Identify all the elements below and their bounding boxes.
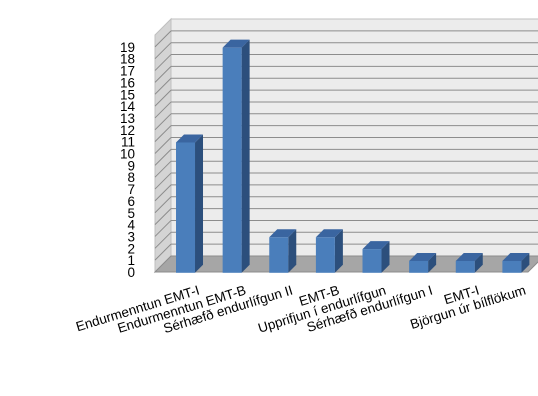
y-tick-label: 5 <box>127 206 135 221</box>
gridline-side <box>154 66 172 83</box>
bar <box>176 134 204 273</box>
bar-front <box>362 249 382 273</box>
chart-walls <box>153 17 538 274</box>
gridline-side <box>154 125 172 143</box>
y-tick-label: 9 <box>127 158 135 173</box>
gridline-side <box>154 220 172 237</box>
y-tick-label: 17 <box>120 64 135 79</box>
y-tick-label: 0 <box>127 265 135 280</box>
gridline-side <box>154 101 172 119</box>
gridline-side <box>154 148 172 166</box>
bar-top <box>222 39 250 48</box>
y-tick-label: 8 <box>127 170 135 185</box>
gridline-side <box>154 42 172 60</box>
y-tick-label: 15 <box>120 87 135 102</box>
bar-top <box>269 229 297 238</box>
gridline-side <box>154 89 172 107</box>
y-tick-label: 18 <box>120 52 135 67</box>
y-tick-label: 4 <box>127 218 135 233</box>
bar <box>502 252 530 273</box>
gridline-side <box>154 208 172 225</box>
bar-front <box>502 260 522 273</box>
gridline-side <box>154 243 172 261</box>
bar-top <box>455 252 483 261</box>
y-tick-label: 19 <box>120 40 135 55</box>
bar-side <box>521 252 530 273</box>
bar-top <box>176 134 204 143</box>
y-tick-label: 12 <box>120 123 135 138</box>
y-tick-label: 7 <box>127 182 135 197</box>
y-tick-label: 6 <box>127 194 135 209</box>
bar-front <box>315 237 335 273</box>
gridline-side <box>154 184 172 202</box>
gridline-side <box>154 113 172 131</box>
gridline-side <box>154 77 172 95</box>
bar <box>455 252 483 273</box>
y-tick-label: 11 <box>121 135 135 150</box>
bar-side <box>241 39 250 273</box>
bar <box>315 229 343 273</box>
bar-top <box>315 229 343 238</box>
gridline-side <box>154 172 172 190</box>
bar-front <box>455 260 475 273</box>
y-tick-label: 10 <box>120 147 135 162</box>
bar-top <box>502 252 530 261</box>
gridline-side <box>154 54 172 71</box>
gridline-side <box>154 137 172 154</box>
bar-side <box>334 229 343 273</box>
y-tick-label: 16 <box>120 75 135 90</box>
bar <box>222 39 250 273</box>
bar-side <box>288 229 297 273</box>
bar-side <box>428 252 437 273</box>
y-tick-label: 1 <box>127 253 135 268</box>
gridline-side <box>154 30 172 48</box>
gridline-side <box>154 196 172 214</box>
bar <box>362 241 390 273</box>
y-tick-label: 3 <box>127 229 135 244</box>
bar-front <box>176 142 196 273</box>
bar-front <box>409 260 429 273</box>
bar-top <box>409 252 437 261</box>
bar-side <box>474 252 483 273</box>
bar-side <box>195 134 204 273</box>
gridline-side <box>154 231 172 249</box>
bar-top <box>362 241 390 250</box>
floor <box>153 255 538 273</box>
bar-series <box>176 39 530 273</box>
bar-front <box>269 237 289 273</box>
bar <box>269 229 297 273</box>
y-tick-label: 13 <box>120 111 135 126</box>
y-tick-label: 2 <box>127 241 135 256</box>
gridline-side <box>154 160 172 178</box>
y-tick-label: 14 <box>120 99 136 114</box>
bar-front <box>222 47 242 273</box>
bar <box>409 252 437 273</box>
bar-side <box>381 241 390 273</box>
